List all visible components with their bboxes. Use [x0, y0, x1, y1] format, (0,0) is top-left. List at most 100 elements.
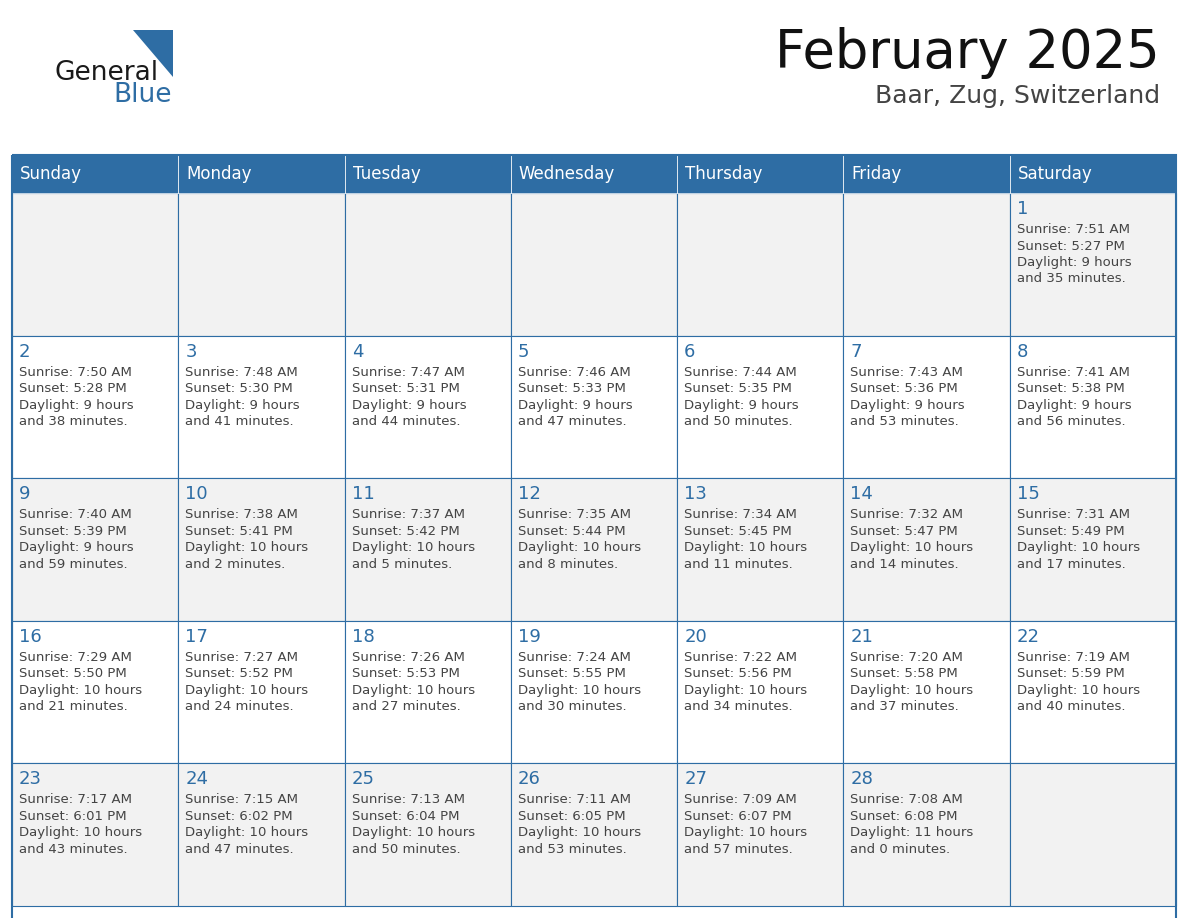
Bar [178, 764, 345, 906]
Text: Daylight: 10 hours: Daylight: 10 hours [1017, 684, 1139, 697]
Text: Daylight: 10 hours: Daylight: 10 hours [518, 826, 642, 839]
Text: Daylight: 10 hours: Daylight: 10 hours [19, 684, 143, 697]
Bar [511, 621, 677, 764]
Text: Sunrise: 7:35 AM: Sunrise: 7:35 AM [518, 509, 631, 521]
Text: Sunrise: 7:17 AM: Sunrise: 7:17 AM [19, 793, 132, 806]
Bar [1010, 193, 1176, 336]
Text: Sunrise: 7:41 AM: Sunrise: 7:41 AM [1017, 365, 1130, 378]
Text: Sunset: 5:47 PM: Sunset: 5:47 PM [851, 525, 959, 538]
Bar [345, 621, 511, 764]
Text: and 17 minutes.: and 17 minutes. [1017, 558, 1125, 571]
Text: 14: 14 [851, 486, 873, 503]
Text: Sunset: 5:36 PM: Sunset: 5:36 PM [851, 382, 959, 395]
Text: Sunrise: 7:40 AM: Sunrise: 7:40 AM [19, 509, 132, 521]
Text: Sunrise: 7:51 AM: Sunrise: 7:51 AM [1017, 223, 1130, 236]
Text: 18: 18 [352, 628, 374, 645]
Bar [345, 478, 511, 621]
Text: 21: 21 [851, 628, 873, 645]
Bar [12, 155, 178, 193]
Text: Monday: Monday [187, 165, 252, 183]
Polygon shape [133, 30, 173, 77]
Text: Daylight: 10 hours: Daylight: 10 hours [185, 826, 309, 839]
Bar [511, 764, 677, 906]
Text: Sunset: 5:53 PM: Sunset: 5:53 PM [352, 667, 460, 680]
Text: Sunset: 6:08 PM: Sunset: 6:08 PM [851, 810, 958, 823]
Bar [345, 336, 511, 478]
Text: Saturday: Saturday [1018, 165, 1093, 183]
Text: 6: 6 [684, 342, 695, 361]
Text: Daylight: 9 hours: Daylight: 9 hours [352, 398, 466, 411]
Text: Sunrise: 7:29 AM: Sunrise: 7:29 AM [19, 651, 132, 664]
Text: Sunrise: 7:09 AM: Sunrise: 7:09 AM [684, 793, 797, 806]
Text: and 50 minutes.: and 50 minutes. [684, 415, 792, 428]
Text: Friday: Friday [852, 165, 902, 183]
Text: Sunset: 5:27 PM: Sunset: 5:27 PM [1017, 240, 1125, 252]
Bar [1010, 155, 1176, 193]
Bar [178, 621, 345, 764]
Bar [178, 155, 345, 193]
Text: Sunset: 5:41 PM: Sunset: 5:41 PM [185, 525, 293, 538]
Text: 12: 12 [518, 486, 541, 503]
Text: and 24 minutes.: and 24 minutes. [185, 700, 293, 713]
Text: Sunrise: 7:26 AM: Sunrise: 7:26 AM [352, 651, 465, 664]
Text: Daylight: 9 hours: Daylight: 9 hours [518, 398, 632, 411]
Bar [677, 336, 843, 478]
Bar [511, 336, 677, 478]
Text: Daylight: 10 hours: Daylight: 10 hours [352, 542, 475, 554]
Text: and 0 minutes.: and 0 minutes. [851, 843, 950, 856]
Text: Sunrise: 7:27 AM: Sunrise: 7:27 AM [185, 651, 298, 664]
Text: Daylight: 9 hours: Daylight: 9 hours [851, 398, 965, 411]
Text: Sunset: 6:04 PM: Sunset: 6:04 PM [352, 810, 459, 823]
Text: and 40 minutes.: and 40 minutes. [1017, 700, 1125, 713]
Bar [677, 155, 843, 193]
Text: 15: 15 [1017, 486, 1040, 503]
Text: Daylight: 10 hours: Daylight: 10 hours [518, 542, 642, 554]
Text: Sunset: 5:45 PM: Sunset: 5:45 PM [684, 525, 792, 538]
Text: 8: 8 [1017, 342, 1028, 361]
Bar [511, 478, 677, 621]
Bar [843, 478, 1010, 621]
Text: Daylight: 10 hours: Daylight: 10 hours [851, 542, 973, 554]
Text: Daylight: 9 hours: Daylight: 9 hours [19, 398, 133, 411]
Text: and 21 minutes.: and 21 minutes. [19, 700, 128, 713]
Text: Sunset: 5:59 PM: Sunset: 5:59 PM [1017, 667, 1125, 680]
Bar [12, 621, 178, 764]
Text: Sunrise: 7:22 AM: Sunrise: 7:22 AM [684, 651, 797, 664]
Text: Daylight: 10 hours: Daylight: 10 hours [1017, 542, 1139, 554]
Text: Sunrise: 7:34 AM: Sunrise: 7:34 AM [684, 509, 797, 521]
Bar [1010, 336, 1176, 478]
Text: and 27 minutes.: and 27 minutes. [352, 700, 460, 713]
Bar [178, 336, 345, 478]
Text: 7: 7 [851, 342, 862, 361]
Text: 3: 3 [185, 342, 197, 361]
Text: Daylight: 10 hours: Daylight: 10 hours [684, 684, 808, 697]
Text: Sunrise: 7:13 AM: Sunrise: 7:13 AM [352, 793, 465, 806]
Text: and 43 minutes.: and 43 minutes. [19, 843, 127, 856]
Text: and 56 minutes.: and 56 minutes. [1017, 415, 1125, 428]
Text: and 50 minutes.: and 50 minutes. [352, 843, 460, 856]
Bar [843, 621, 1010, 764]
Text: and 14 minutes.: and 14 minutes. [851, 558, 959, 571]
Text: Sunrise: 7:32 AM: Sunrise: 7:32 AM [851, 509, 963, 521]
Text: and 30 minutes.: and 30 minutes. [518, 700, 626, 713]
Bar [511, 193, 677, 336]
Text: Sunrise: 7:08 AM: Sunrise: 7:08 AM [851, 793, 963, 806]
Text: Sunrise: 7:46 AM: Sunrise: 7:46 AM [518, 365, 631, 378]
Text: 2: 2 [19, 342, 31, 361]
Bar [843, 764, 1010, 906]
Text: Sunrise: 7:38 AM: Sunrise: 7:38 AM [185, 509, 298, 521]
Text: and 44 minutes.: and 44 minutes. [352, 415, 460, 428]
Bar [12, 478, 178, 621]
Bar [12, 155, 1176, 918]
Text: Daylight: 10 hours: Daylight: 10 hours [684, 826, 808, 839]
Text: Sunrise: 7:31 AM: Sunrise: 7:31 AM [1017, 509, 1130, 521]
Text: Daylight: 10 hours: Daylight: 10 hours [352, 684, 475, 697]
Bar [178, 193, 345, 336]
Text: Sunday: Sunday [20, 165, 82, 183]
Bar [1010, 478, 1176, 621]
Text: 20: 20 [684, 628, 707, 645]
Bar [677, 478, 843, 621]
Bar [345, 193, 511, 336]
Text: and 53 minutes.: and 53 minutes. [851, 415, 959, 428]
Text: 13: 13 [684, 486, 707, 503]
